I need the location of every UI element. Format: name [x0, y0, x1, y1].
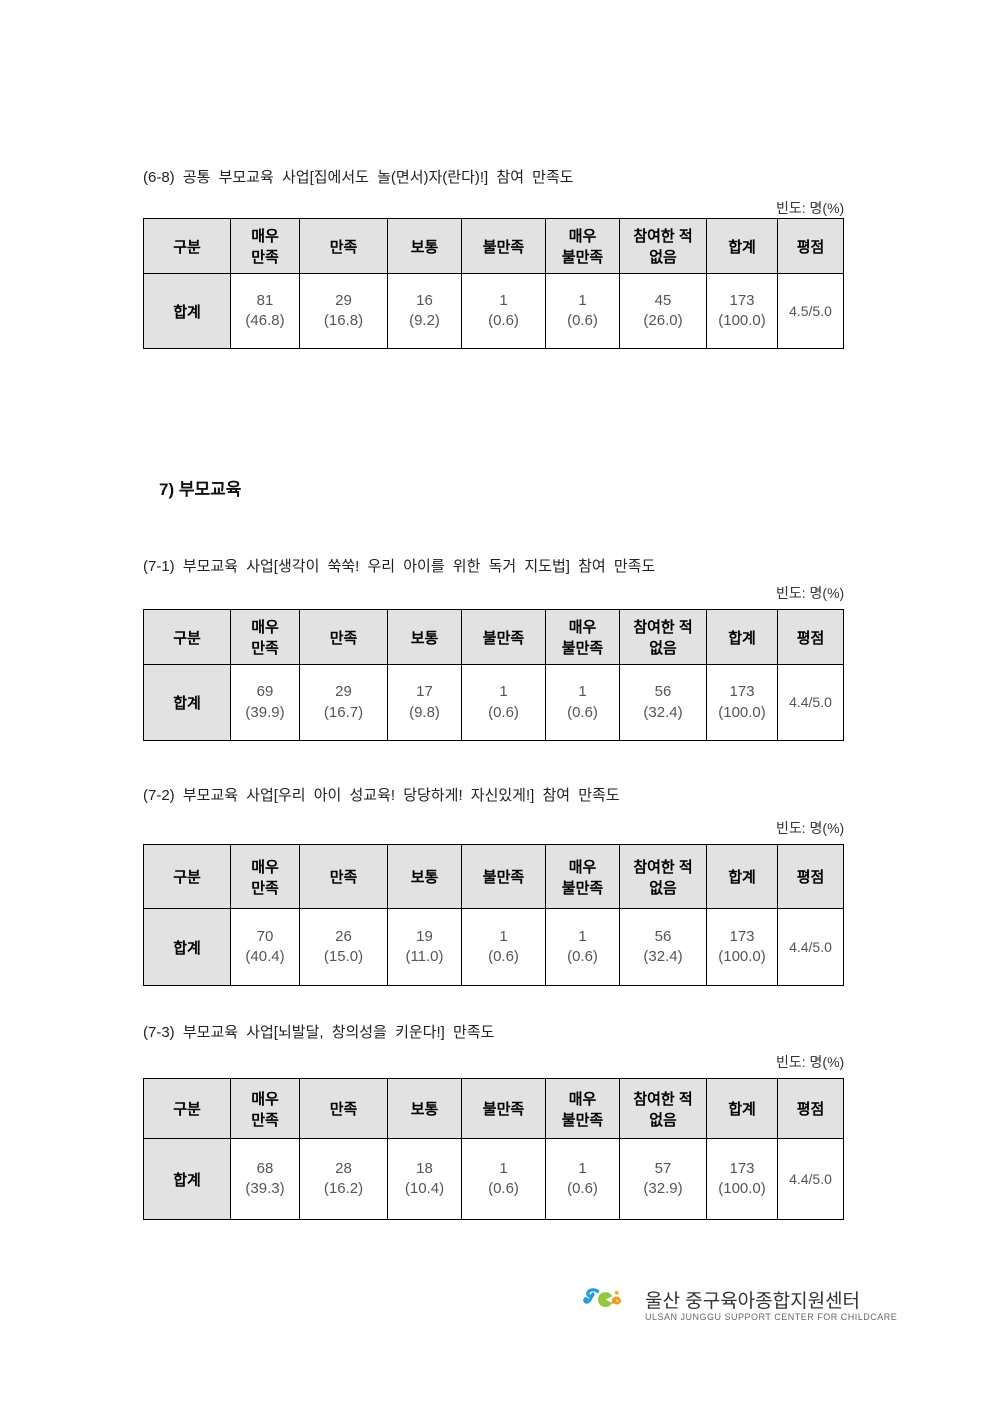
svg-text:ULSAN JUNGGU SUPPORT CENTER FO: ULSAN JUNGGU SUPPORT CENTER FOR CHILDCAR… [645, 1312, 897, 1322]
svg-text:울산 중구육아종합지원센터: 울산 중구육아종합지원센터 [645, 1290, 860, 1312]
